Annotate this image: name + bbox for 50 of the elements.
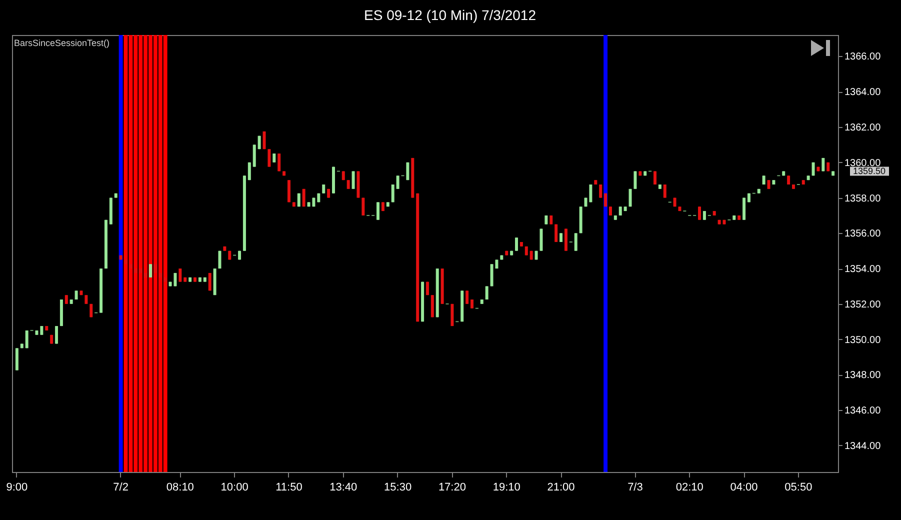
candlestick (742, 197, 746, 220)
candlestick (178, 268, 182, 282)
candlestick (278, 153, 281, 172)
annotation: BarsSinceSessionTest() (14, 38, 110, 48)
x-tick-label: 11:50 (276, 482, 302, 494)
x-tick-label: 7/2 (113, 482, 128, 494)
x-tick-label: 13:40 (330, 482, 358, 494)
text: 1359.50 (853, 166, 886, 176)
candlestick (540, 228, 543, 252)
x-tick-label: 15:30 (384, 482, 412, 494)
x-tick-label: 04:00 (730, 482, 758, 494)
y-tick-label: 1350.00 (844, 334, 882, 346)
x-tick-label: 08:10 (166, 482, 194, 494)
y-tick-label: 1356.00 (844, 228, 882, 240)
y-tick-label: 1354.00 (844, 264, 882, 276)
y-tick-label: 1352.00 (844, 299, 882, 310)
y-tick-label: 1358.00 (844, 193, 882, 204)
y-tick-label: 1364.00 (844, 87, 882, 98)
y-tick-label: 1348.00 (844, 370, 882, 382)
candlestick (391, 184, 394, 203)
chart-title: ES 09-12 (10 Min) 7/3/2012 (364, 7, 536, 23)
y-tick-label: 1362.00 (844, 122, 882, 134)
y-tick-label: 1366.00 (844, 52, 882, 63)
x-tick-label: 17:20 (438, 482, 466, 494)
candlestick (466, 290, 469, 304)
candlestick (589, 184, 592, 203)
candlestick (663, 184, 666, 198)
y-tick-label: 1360.00 (844, 158, 882, 169)
candlestick (352, 170, 355, 190)
candlestick (55, 326, 58, 344)
y-tick-label: 1344.00 (844, 440, 882, 452)
candlestick (574, 232, 578, 252)
candlestick (252, 144, 256, 168)
candlestick (15, 348, 18, 371)
x-tick-label: 7/3 (628, 482, 643, 494)
candlestick (430, 294, 434, 318)
x-tick-label: 02:10 (676, 482, 704, 494)
candlestick (634, 170, 637, 190)
x-tick-label: 05:50 (784, 482, 812, 494)
candlestick (599, 184, 602, 198)
x-tick-label: 9:00 (6, 482, 28, 494)
x-tick-label: 10:00 (220, 482, 248, 494)
candlestick (362, 197, 365, 216)
candlestick (268, 148, 271, 168)
x-tick-label: 19:10 (492, 482, 520, 494)
x-tick-label: 21:00 (547, 482, 575, 494)
candlestick (485, 286, 488, 300)
y-tick-label: 1346.00 (844, 406, 882, 417)
candlestick (287, 180, 290, 203)
candlestick (564, 228, 568, 252)
